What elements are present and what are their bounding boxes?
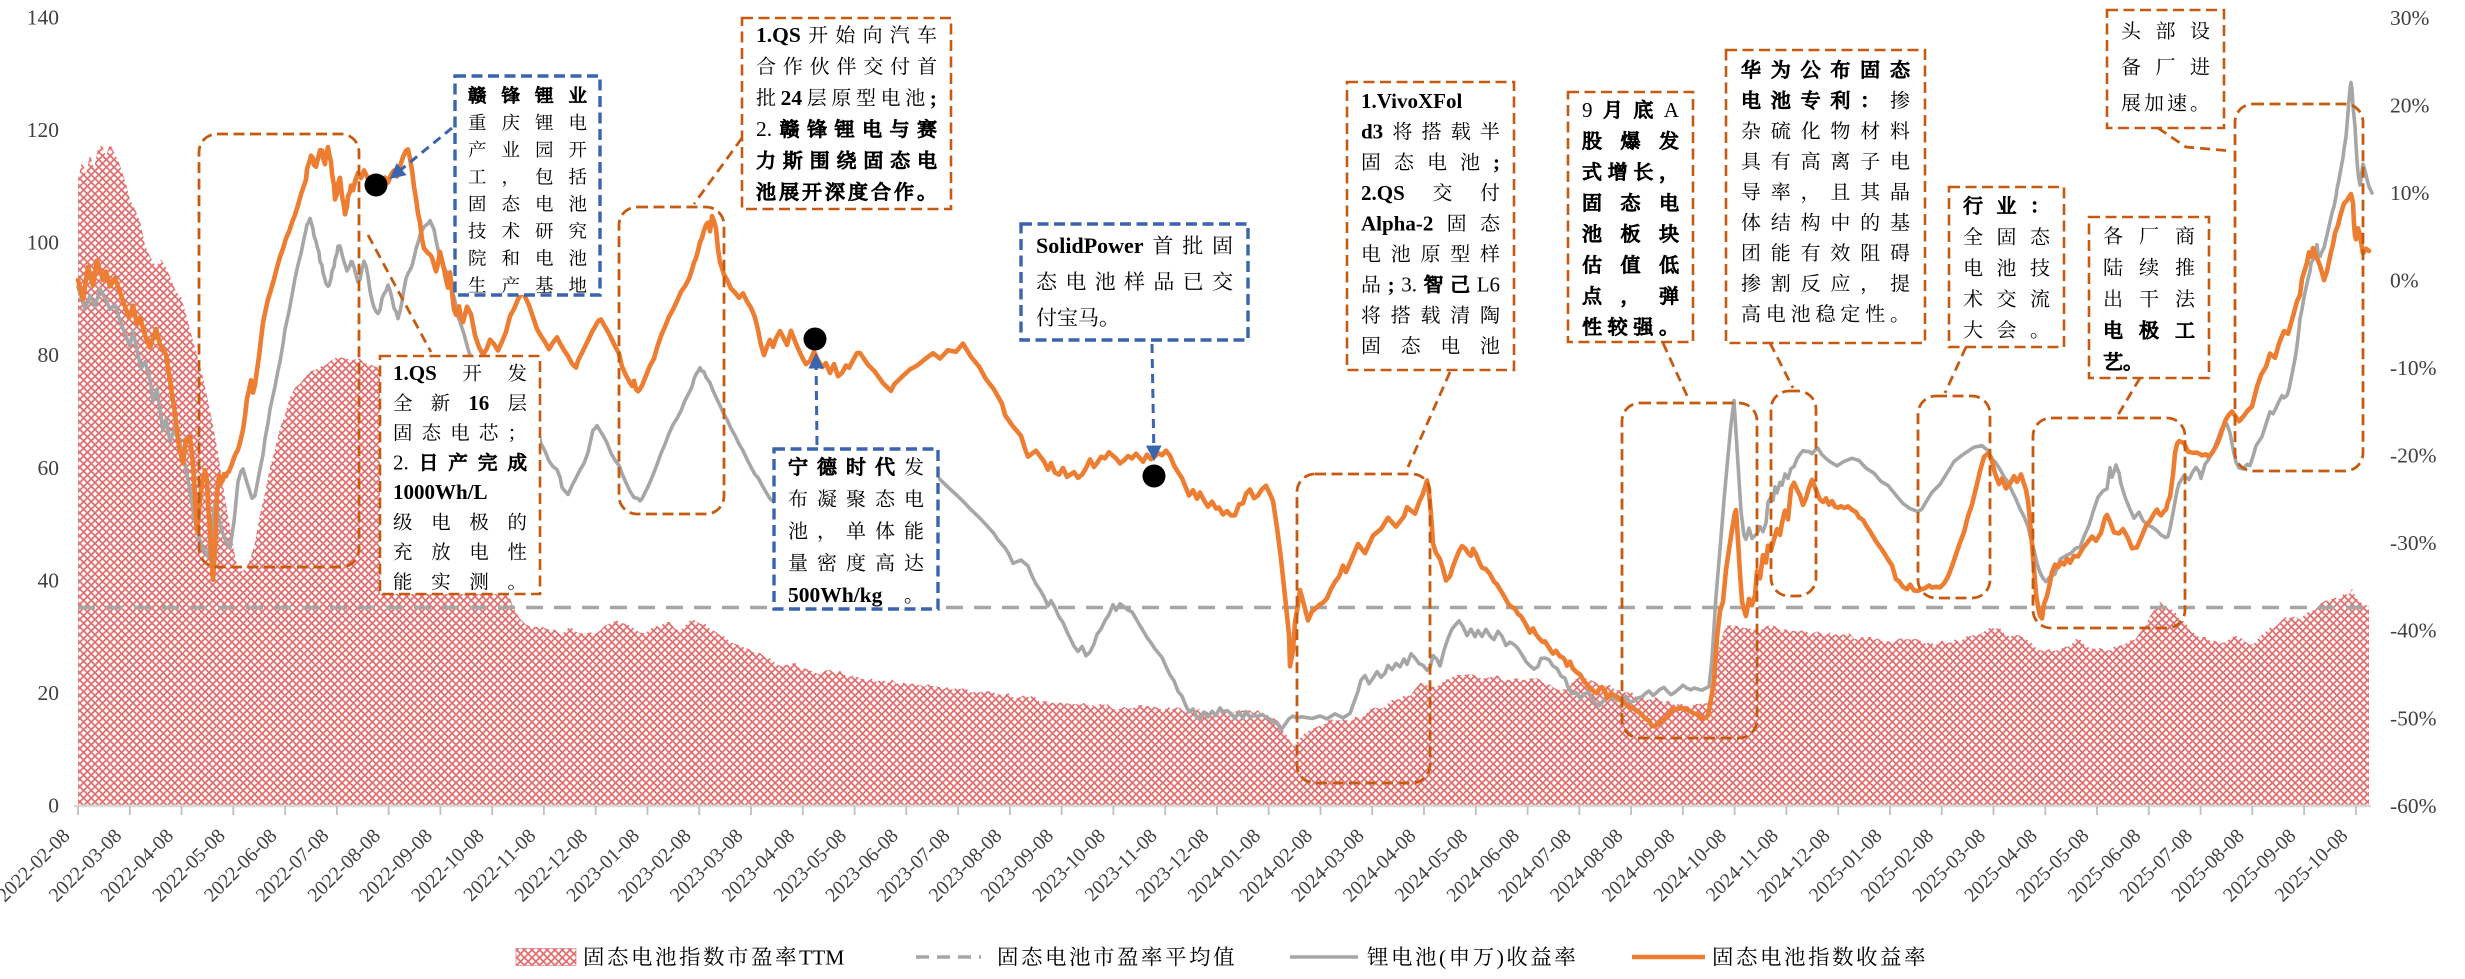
svg-text:1000Wh/L: 1000Wh/L xyxy=(393,480,488,504)
svg-text:140: 140 xyxy=(27,6,59,30)
svg-text:100: 100 xyxy=(27,231,59,255)
svg-text:120: 120 xyxy=(27,118,59,142)
svg-text:60: 60 xyxy=(38,456,60,480)
svg-text:d3: d3 xyxy=(1361,120,1383,144)
svg-text:-30%: -30% xyxy=(2390,531,2437,555)
svg-text:SolidPower: SolidPower xyxy=(1036,233,1144,258)
svg-text:16: 16 xyxy=(468,391,489,415)
svg-text:): ) xyxy=(1497,946,1504,970)
svg-text:1.QS: 1.QS xyxy=(756,23,801,47)
svg-text:20%: 20% xyxy=(2390,93,2430,117)
svg-text:-50%: -50% xyxy=(2390,706,2437,730)
svg-text:-10%: -10% xyxy=(2390,356,2437,380)
svg-text:-60%: -60% xyxy=(2390,794,2437,818)
svg-text:;: ; xyxy=(930,86,937,110)
svg-text:40: 40 xyxy=(38,568,60,592)
svg-text:3.: 3. xyxy=(1401,273,1417,297)
svg-text:2.: 2. xyxy=(756,117,772,141)
svg-text:L6: L6 xyxy=(1477,273,1500,297)
svg-text:0%: 0% xyxy=(2390,269,2419,293)
svg-text:20: 20 xyxy=(38,681,60,705)
svg-text:2.QS: 2.QS xyxy=(1361,181,1405,205)
svg-text:1.VivoXFol: 1.VivoXFol xyxy=(1361,89,1462,113)
svg-text:-20%: -20% xyxy=(2390,444,2437,468)
svg-text:30%: 30% xyxy=(2390,6,2430,30)
svg-text:A: A xyxy=(1664,98,1680,122)
svg-text:TTM: TTM xyxy=(799,946,844,970)
svg-text:9: 9 xyxy=(1582,98,1593,122)
svg-text:Alpha-2: Alpha-2 xyxy=(1361,211,1433,235)
svg-text:24: 24 xyxy=(781,86,803,110)
svg-text:;: ; xyxy=(1493,150,1500,174)
svg-text:2.: 2. xyxy=(393,450,409,474)
svg-text:;: ; xyxy=(1388,273,1395,297)
svg-text:(: ( xyxy=(1439,946,1446,970)
svg-text:-40%: -40% xyxy=(2390,619,2437,643)
svg-text:80: 80 xyxy=(38,343,60,367)
svg-text:10%: 10% xyxy=(2390,181,2430,205)
svg-text:500Wh/kg: 500Wh/kg xyxy=(788,583,883,607)
svg-text:1.QS: 1.QS xyxy=(393,361,437,385)
svg-text:0: 0 xyxy=(48,794,59,818)
